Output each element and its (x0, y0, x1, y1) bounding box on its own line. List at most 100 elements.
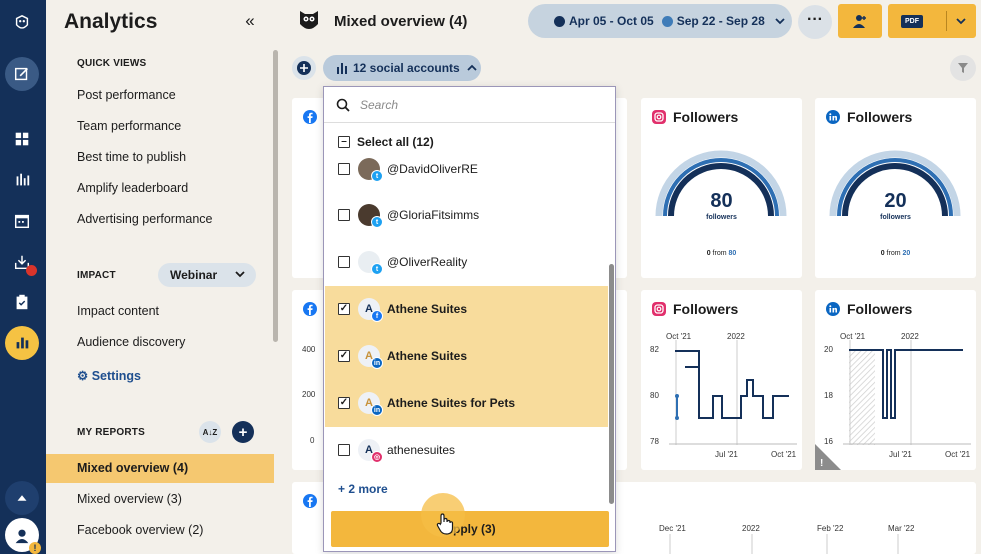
export-pdf-button[interactable]: PDF (888, 4, 976, 38)
nav-settings[interactable]: ⚙ Settings (77, 368, 141, 383)
warning-icon: ! (815, 444, 841, 470)
y-tick: 400 (302, 345, 316, 354)
collapse-sidebar-icon[interactable]: « (245, 11, 255, 30)
chevron-up-icon[interactable] (5, 481, 39, 515)
webinar-dropdown[interactable]: Webinar (158, 263, 256, 287)
more-options-button[interactable]: ··· (798, 5, 832, 39)
date-range-picker[interactable]: Apr 05 - Oct 05 Sep 22 - Sep 28 (528, 4, 792, 38)
account-name: Athene Suites (387, 302, 468, 316)
chevron-down-icon (235, 271, 245, 278)
y-tick: 78 (650, 437, 659, 446)
linkedin-line-title: Followers (847, 301, 913, 317)
inbox-icon[interactable] (5, 245, 39, 279)
social-accounts-label: 12 social accounts (353, 61, 460, 75)
checkbox[interactable] (338, 256, 350, 268)
sort-reports-icon[interactable]: A↓Z (199, 421, 221, 443)
instagram-followers-line-chart (669, 340, 797, 445)
nav-audience-discovery[interactable]: Audience discovery (77, 335, 186, 349)
timeline-grid (669, 534, 899, 554)
facebook-icon (303, 302, 317, 316)
share-user-button[interactable] (838, 4, 882, 38)
y-tick: 16 (824, 437, 833, 446)
x-tick: Jul '21 (889, 450, 912, 459)
x-tick: 2022 (742, 524, 760, 533)
filter-button[interactable] (950, 55, 976, 81)
linkedin-icon: in (371, 357, 383, 369)
pdf-icon: PDF (901, 14, 923, 28)
nav-team-performance[interactable]: Team performance (77, 119, 182, 133)
add-report-icon[interactable]: + (232, 421, 254, 443)
top-axis-label: 2022 (727, 332, 745, 341)
linkedin-followers-line-chart (843, 340, 971, 445)
user-icon (853, 15, 866, 28)
checkbox[interactable] (338, 163, 350, 175)
date-range-1: Apr 05 - Oct 05 (569, 14, 654, 28)
account-search-field[interactable]: Search (324, 87, 615, 123)
account-row[interactable]: t @GloriaFitsimms (324, 203, 610, 228)
nav-advertising-performance[interactable]: Advertising performance (77, 212, 213, 226)
top-axis-label: Oct '21 (840, 332, 866, 341)
account-name: @DavidOliverRE (387, 162, 478, 176)
facebook-icon (303, 110, 317, 124)
account-row[interactable]: t @OliverReality (324, 250, 610, 275)
global-nav-rail: ! (0, 0, 46, 554)
x-tick: Jul '21 (715, 450, 738, 459)
select-all-row[interactable]: – Select all (12) (324, 134, 610, 150)
dropdown-scrollbar[interactable] (609, 264, 614, 504)
my-reports-heading: MY REPORTS (77, 427, 145, 438)
indeterminate-checkbox-icon[interactable]: – (338, 136, 350, 148)
linkedin-followers-gauge-card: Followers 20 followers 0 from 20 (815, 98, 976, 278)
account-row-selected[interactable]: ✓ A in Athene Suites for Pets (324, 391, 610, 416)
checkbox[interactable] (338, 209, 350, 221)
nav-post-performance[interactable]: Post performance (77, 88, 176, 102)
add-widget-button[interactable] (292, 56, 316, 80)
instagram-icon: ◎ (371, 451, 383, 463)
nav-impact-content[interactable]: Impact content (77, 304, 159, 318)
top-axis-label: Oct '21 (666, 332, 692, 341)
checked-checkbox-icon[interactable]: ✓ (338, 350, 350, 362)
account-row[interactable]: t @DavidOliverRE (324, 157, 610, 182)
report-facebook-overview-2[interactable]: Facebook overview (2) (77, 523, 204, 537)
show-more-accounts-link[interactable]: + 2 more (338, 482, 388, 496)
report-mixed-overview-4[interactable]: Mixed overview (4) (77, 461, 189, 475)
account-row-selected[interactable]: ✓ A f Athene Suites (324, 297, 610, 322)
account-row-selected[interactable]: ✓ A in Athene Suites (324, 344, 610, 369)
checked-checkbox-icon[interactable]: ✓ (338, 303, 350, 315)
instagram-gauge-from: 0 from 80 (641, 250, 802, 257)
chevron-down-icon[interactable] (954, 14, 968, 28)
checkbox[interactable] (338, 444, 350, 456)
sidebar-title: Analytics (64, 10, 158, 33)
sidebar-scrollbar[interactable] (273, 50, 278, 342)
analytics-icon[interactable] (5, 326, 39, 360)
assignments-icon[interactable] (5, 285, 39, 319)
search-placeholder: Search (360, 97, 399, 112)
account-name: athenesuites (387, 443, 456, 457)
linkedin-icon (826, 302, 840, 316)
checked-checkbox-icon[interactable]: ✓ (338, 397, 350, 409)
report-header: Mixed overview (4) Apr 05 - Oct 05 Sep 2… (280, 0, 981, 44)
gauge-from-value: 80 (728, 250, 737, 257)
webinar-label: Webinar (170, 268, 218, 282)
analytics-sidebar: Analytics « QUICK VIEWS Post performance… (46, 0, 280, 554)
twitter-icon: t (371, 216, 383, 228)
svg-text:!: ! (820, 458, 823, 469)
nav-best-time-to-publish[interactable]: Best time to publish (77, 150, 187, 164)
planner-icon[interactable] (5, 204, 39, 238)
nav-amplify-leaderboard[interactable]: Amplify leaderboard (77, 181, 189, 195)
linkedin-icon: in (371, 404, 383, 416)
streams-icon[interactable] (5, 163, 39, 197)
dashboard-icon[interactable] (5, 122, 39, 156)
social-accounts-filter[interactable]: 12 social accounts (323, 55, 481, 81)
x-tick: Oct '21 (771, 450, 797, 459)
hootsuite-logo-icon[interactable] (5, 6, 39, 40)
account-row[interactable]: A ◎ athenesuites (324, 438, 610, 463)
profile-avatar-icon[interactable]: ! (5, 518, 41, 554)
facebook-icon: f (371, 310, 383, 322)
report-mixed-overview-3[interactable]: Mixed overview (3) (77, 492, 182, 506)
instagram-followers-gauge (655, 150, 787, 217)
twitter-icon: t (371, 170, 383, 182)
date-range-2: Sep 22 - Sep 28 (676, 14, 765, 28)
compose-icon[interactable] (5, 57, 39, 91)
gauge-from-word: from (886, 250, 901, 257)
apply-button[interactable]: Apply (3) (331, 511, 609, 547)
